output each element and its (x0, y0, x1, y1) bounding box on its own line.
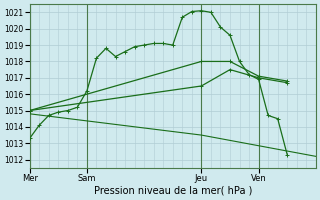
X-axis label: Pression niveau de la mer( hPa ): Pression niveau de la mer( hPa ) (93, 186, 252, 196)
